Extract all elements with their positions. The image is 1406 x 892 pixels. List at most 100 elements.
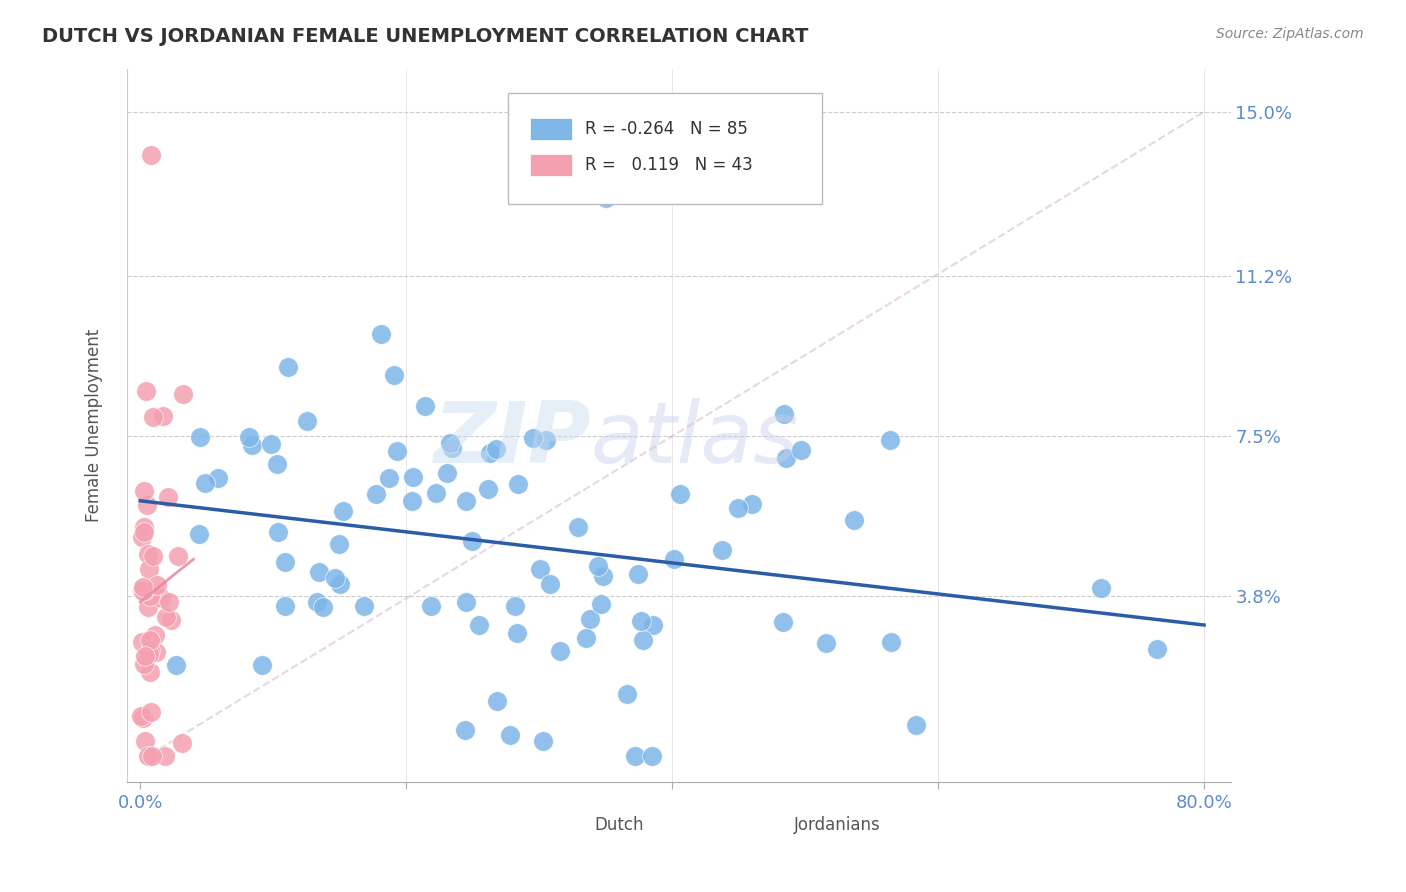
Point <box>139 705 162 719</box>
Point <box>842 514 865 528</box>
Point <box>538 577 561 591</box>
Point <box>274 599 297 613</box>
Point <box>485 442 508 456</box>
Text: R = -0.264   N = 85: R = -0.264 N = 85 <box>585 120 748 138</box>
Point <box>425 485 447 500</box>
Point <box>589 597 612 611</box>
Point <box>188 429 211 443</box>
Bar <box>751 815 786 836</box>
Point <box>170 736 193 750</box>
Point <box>146 577 169 591</box>
Point <box>153 749 176 764</box>
Point <box>145 645 167 659</box>
Point <box>479 445 502 459</box>
Point <box>773 407 796 421</box>
Point <box>323 570 346 584</box>
Point <box>132 484 155 499</box>
Point <box>295 414 318 428</box>
Point <box>775 450 797 465</box>
Point <box>242 438 264 452</box>
Point <box>668 487 690 501</box>
Text: 0.0%: 0.0% <box>118 794 163 812</box>
Point <box>307 595 329 609</box>
Y-axis label: Female Unemployment: Female Unemployment <box>86 329 103 522</box>
Point <box>260 437 283 451</box>
FancyBboxPatch shape <box>508 94 823 204</box>
Point <box>134 583 156 598</box>
Point <box>370 326 392 341</box>
Point <box>627 567 650 582</box>
Point <box>567 520 589 534</box>
Point <box>460 534 482 549</box>
Point <box>499 728 522 742</box>
Point <box>143 628 166 642</box>
Point <box>880 635 903 649</box>
Point <box>485 694 508 708</box>
Point <box>814 636 837 650</box>
Point <box>132 524 155 539</box>
Point <box>131 711 153 725</box>
Point <box>132 584 155 599</box>
Point <box>187 527 209 541</box>
Point <box>586 559 609 574</box>
Point <box>139 148 162 162</box>
Point <box>536 433 558 447</box>
Point <box>135 384 157 399</box>
Point <box>741 497 763 511</box>
Point <box>328 537 350 551</box>
Point <box>631 632 654 647</box>
Point <box>274 555 297 569</box>
Point <box>529 562 551 576</box>
Point <box>578 612 600 626</box>
Point <box>377 470 399 484</box>
Point <box>172 387 194 401</box>
Point <box>134 649 156 664</box>
Point <box>138 749 160 764</box>
Point <box>277 359 299 374</box>
Point <box>267 524 290 539</box>
Point <box>506 626 529 640</box>
Point <box>142 409 165 424</box>
Point <box>630 614 652 628</box>
Text: 80.0%: 80.0% <box>1175 794 1233 812</box>
Point <box>384 368 406 382</box>
Point <box>575 632 598 646</box>
Point <box>468 618 491 632</box>
Point <box>592 569 614 583</box>
Point <box>353 599 375 614</box>
Point <box>131 583 153 598</box>
Point <box>1146 642 1168 657</box>
Point <box>156 491 179 505</box>
Text: R =   0.119   N = 43: R = 0.119 N = 43 <box>585 156 752 174</box>
Point <box>624 749 647 764</box>
Point <box>332 504 354 518</box>
Point <box>401 494 423 508</box>
Text: atlas: atlas <box>591 398 799 481</box>
Point <box>595 191 617 205</box>
Text: Source: ZipAtlas.com: Source: ZipAtlas.com <box>1216 27 1364 41</box>
Point <box>548 644 571 658</box>
Point <box>401 470 423 484</box>
Point <box>134 657 156 672</box>
Text: ZIP: ZIP <box>433 398 591 481</box>
Point <box>132 580 155 594</box>
Point <box>454 594 477 608</box>
Point <box>160 613 183 627</box>
Point <box>456 494 478 508</box>
Point <box>329 577 352 591</box>
Point <box>150 591 173 605</box>
Bar <box>551 815 588 836</box>
Point <box>132 520 155 534</box>
Point <box>167 549 190 564</box>
Point <box>711 543 734 558</box>
Point <box>152 409 174 423</box>
Point <box>139 643 162 657</box>
Point <box>165 658 187 673</box>
Point <box>727 500 749 515</box>
Point <box>138 647 160 661</box>
Point <box>387 443 409 458</box>
Point <box>904 718 927 732</box>
Point <box>135 498 157 512</box>
Point <box>533 734 555 748</box>
Point <box>508 477 530 491</box>
